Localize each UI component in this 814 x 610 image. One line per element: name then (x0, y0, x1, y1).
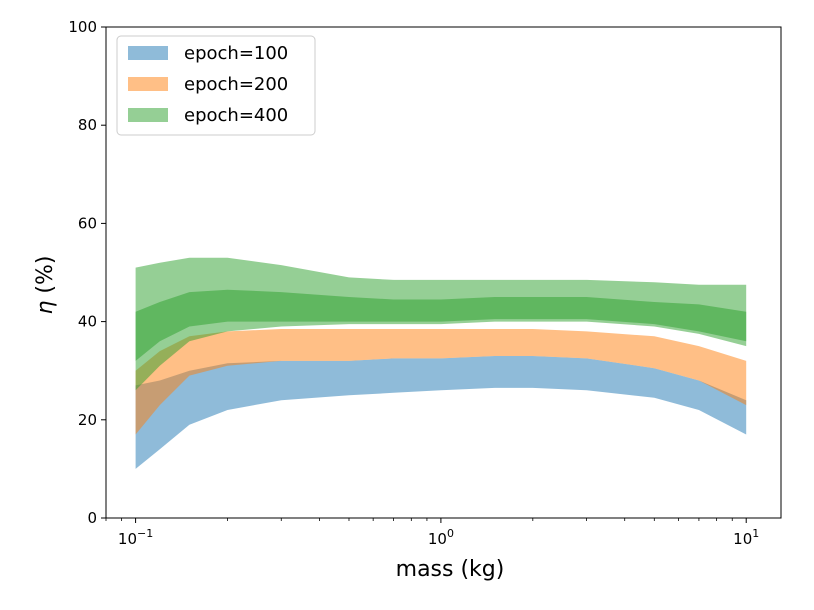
x-axis-label: mass (kg) (396, 557, 505, 582)
y-tick-label: 100 (68, 18, 97, 36)
y-tick-label: 0 (87, 509, 97, 527)
y-tick-label: 40 (78, 313, 97, 331)
y-axis-symbol: η (33, 301, 58, 315)
legend-label: epoch=400 (184, 105, 288, 126)
y-axis-label: η (%) (33, 255, 58, 314)
legend-swatch (128, 108, 168, 122)
legend-label: epoch=200 (184, 74, 288, 95)
x-axis-ticks: 10−1 100 101 (105, 518, 759, 548)
plot-frame (105, 26, 782, 519)
x-tick-label: 101 (733, 527, 759, 548)
band-epoch-200 (135, 329, 747, 435)
y-tick-label: 80 (78, 116, 97, 134)
band-epoch-100 (135, 356, 747, 469)
band-epoch-400-outer (135, 257, 747, 361)
legend: epoch=100 epoch=200 epoch=400 (116, 35, 316, 136)
x-tick-label: 10−1 (118, 527, 153, 548)
data-bands (135, 257, 747, 469)
legend-swatch (128, 77, 168, 91)
legend-label: epoch=100 (184, 43, 288, 64)
x-tick-label: 100 (428, 527, 454, 548)
y-axis-unit: (%) (33, 255, 58, 300)
y-tick-label: 60 (78, 214, 97, 232)
legend-swatch (128, 46, 168, 60)
y-axis-ticks: 0 20 40 60 80 100 (68, 18, 106, 527)
y-tick-label: 20 (78, 411, 97, 429)
